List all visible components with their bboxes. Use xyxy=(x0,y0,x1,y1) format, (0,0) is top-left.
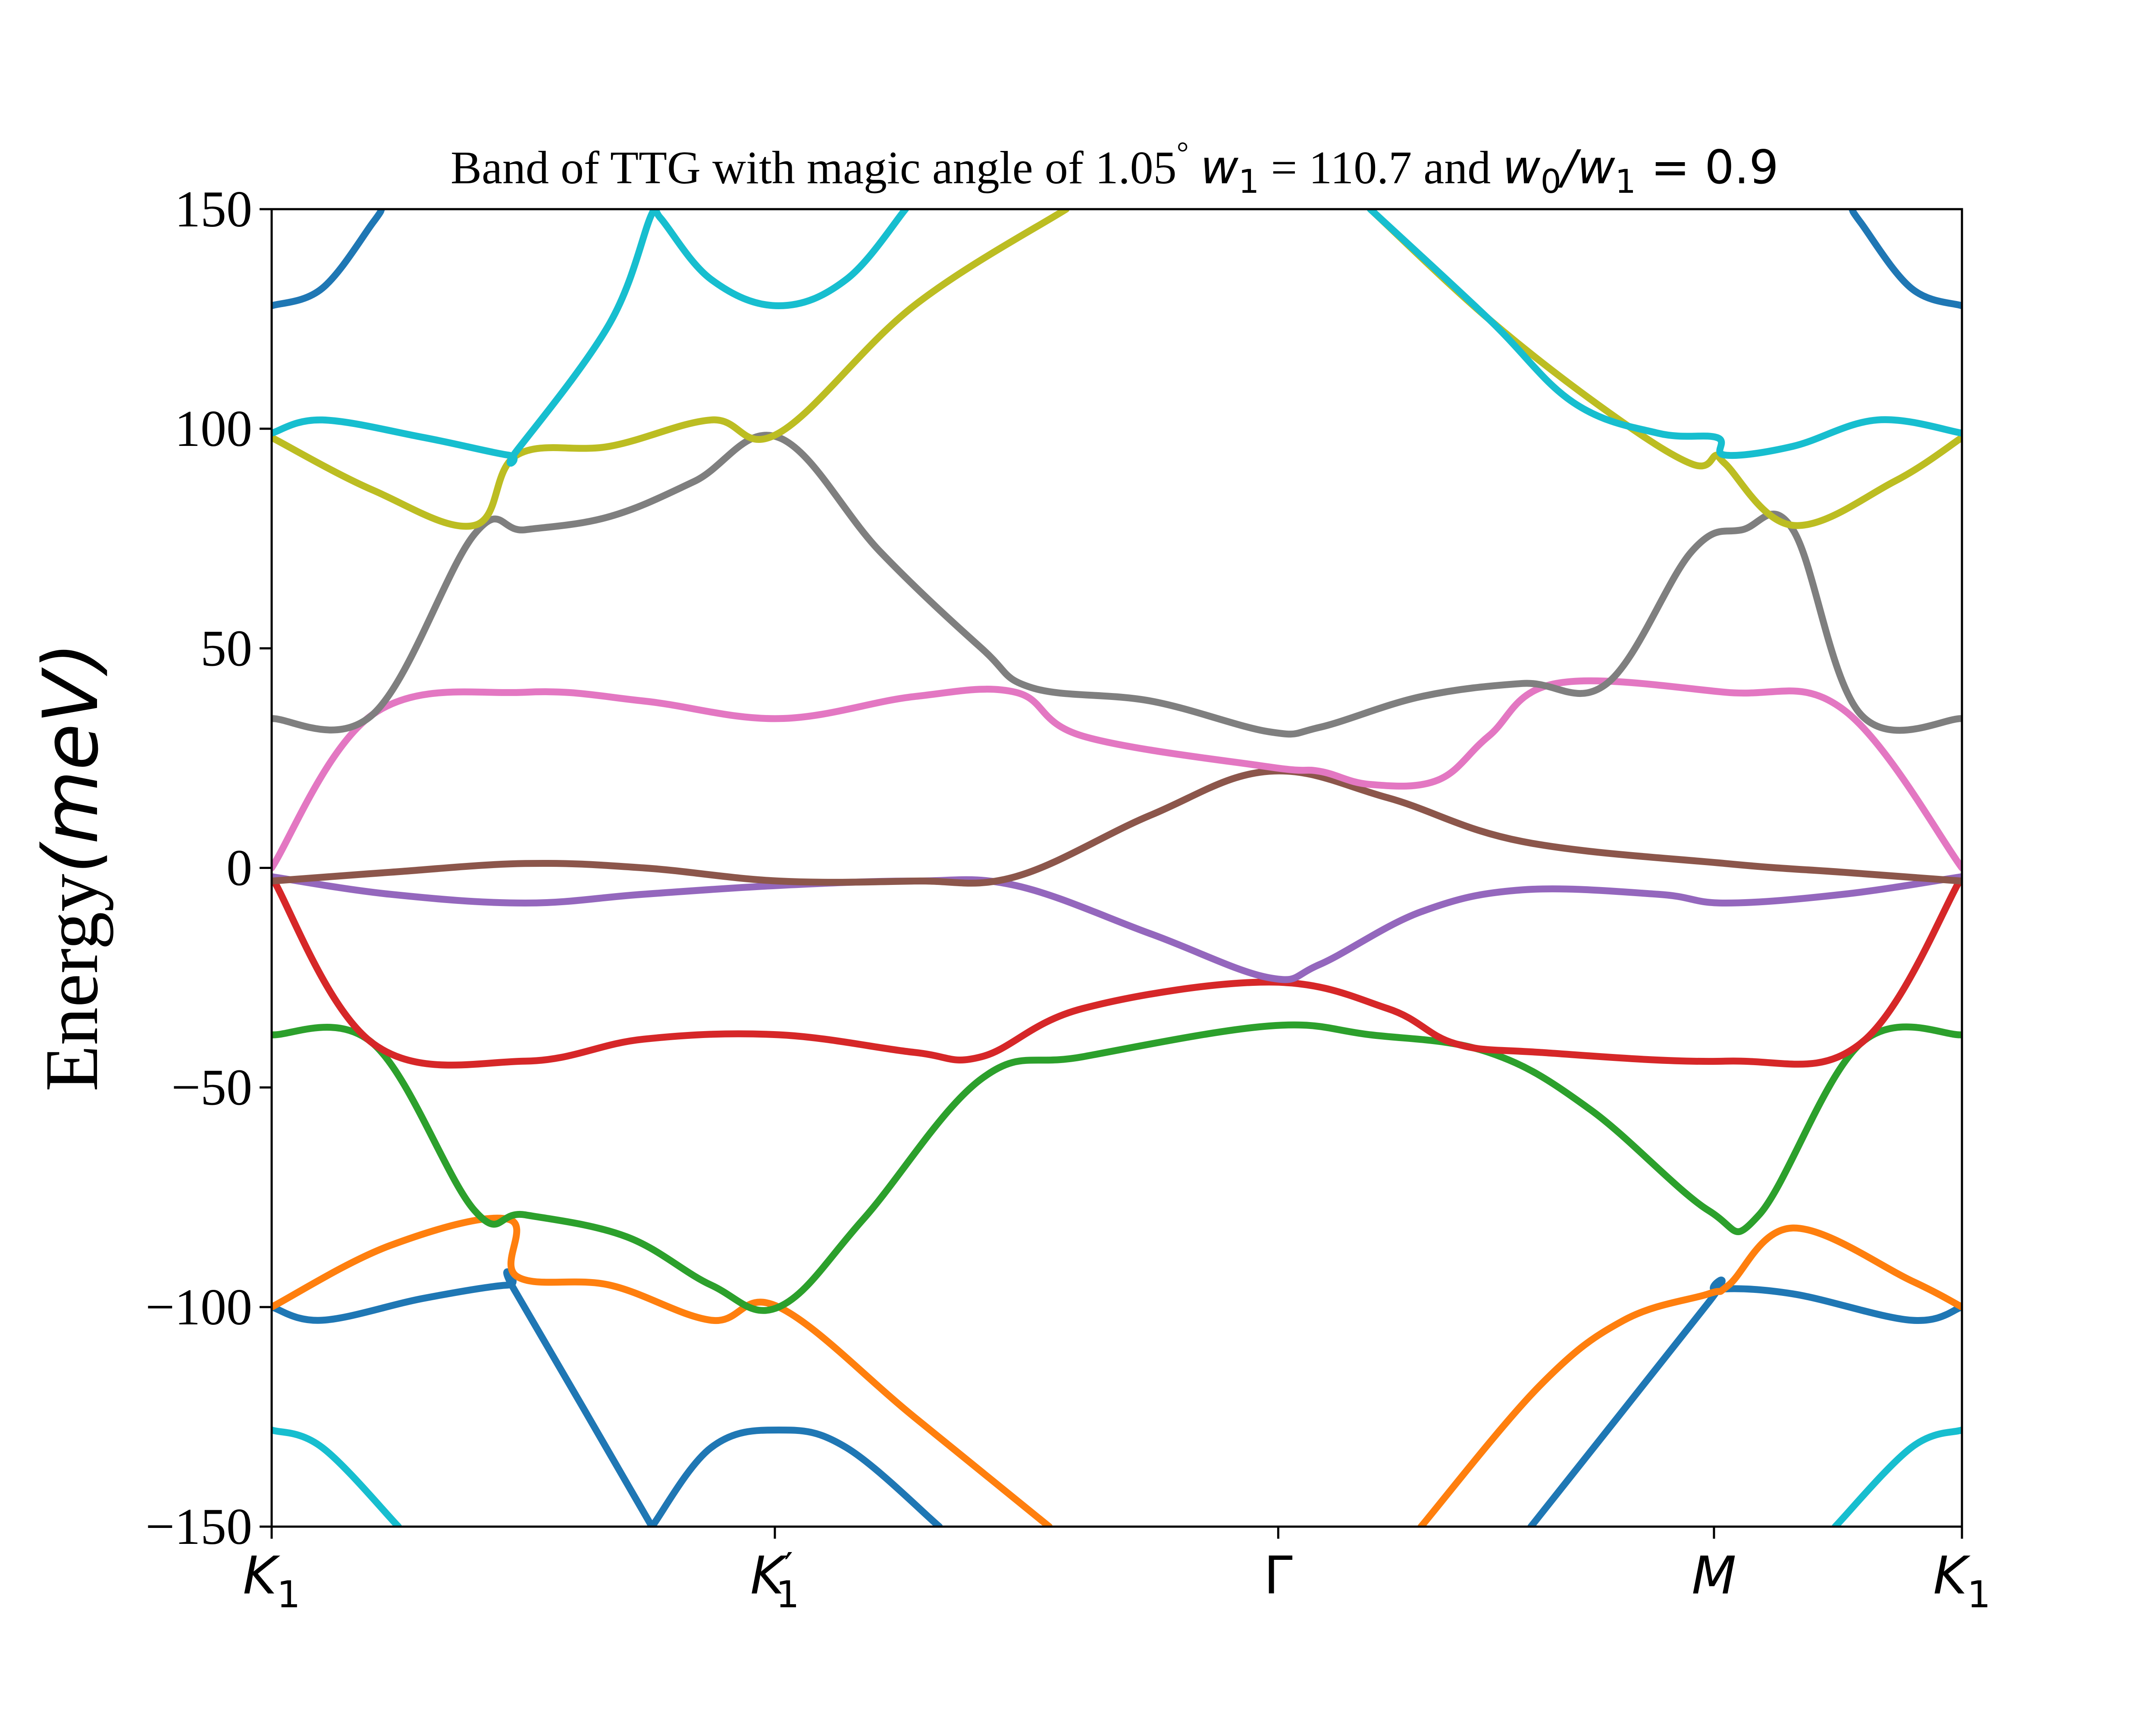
band-line-4 xyxy=(272,209,385,309)
y-tick-label: −100 xyxy=(145,1278,252,1336)
band-line-8 xyxy=(272,1021,1962,1314)
band-line-9 xyxy=(272,873,1962,1069)
band-line-13 xyxy=(272,432,1962,738)
y-tick-label: −150 xyxy=(145,1498,252,1555)
band-line-7 xyxy=(1417,1224,1962,1527)
band-line-2 xyxy=(649,1427,943,1527)
x-tick-label: K1 xyxy=(243,1546,300,1616)
x-tick-label: Γ xyxy=(1264,1546,1293,1606)
y-tick-label: 50 xyxy=(201,619,252,677)
y-axis-label: Energy(meV) xyxy=(27,642,115,1092)
x-tick-label: M xyxy=(1692,1546,1736,1606)
band-line-18 xyxy=(272,1427,402,1527)
x-tick-label: K′ 1 xyxy=(750,1545,799,1616)
y-tick-label: 100 xyxy=(175,400,252,457)
x-tick-label: K1 xyxy=(1933,1546,1990,1616)
band-line-17 xyxy=(1367,209,1962,459)
y-tick-label: −50 xyxy=(171,1059,252,1116)
band-line-16 xyxy=(272,209,909,467)
band-line-19 xyxy=(1832,1427,1962,1527)
band-line-3 xyxy=(1527,1276,1962,1527)
band-line-5 xyxy=(1849,209,1962,309)
y-tick-label: 0 xyxy=(226,839,252,897)
band-line-1 xyxy=(272,1268,655,1527)
x-ticks: K1 K′ 1 Γ M K1 xyxy=(243,1527,1991,1616)
band-series xyxy=(272,209,1962,1527)
band-line-11 xyxy=(272,767,1962,887)
plot-frame xyxy=(270,208,1963,1528)
band-line-15 xyxy=(1367,209,1962,529)
band-line-6 xyxy=(272,1214,1053,1527)
chart-title: Band of TTG with magic angle of 1.05° w1… xyxy=(451,136,1779,201)
y-tick-label: 150 xyxy=(175,180,252,238)
band-line-14 xyxy=(272,209,1070,530)
band-line-12 xyxy=(272,677,1962,872)
band-line-10 xyxy=(272,873,1962,983)
y-ticks: 150 100 50 0 −50 −100 −150 xyxy=(145,180,272,1555)
